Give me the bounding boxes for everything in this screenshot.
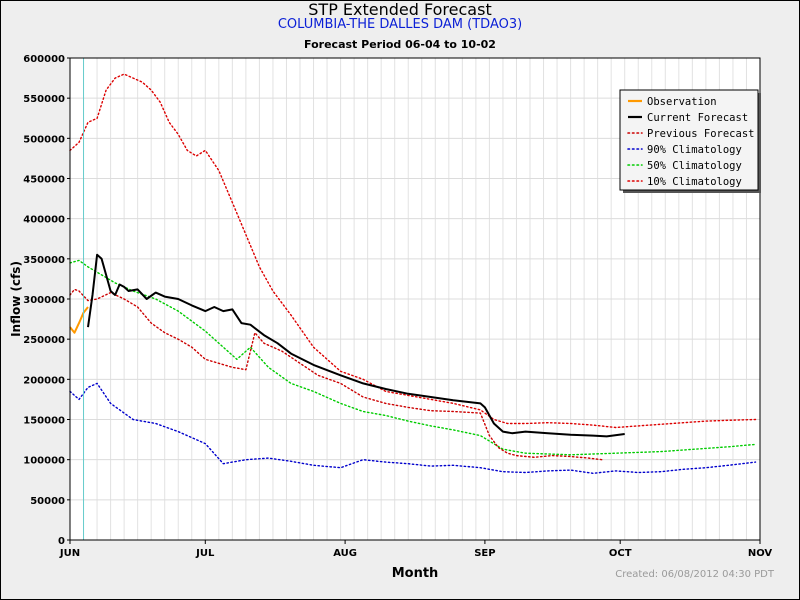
series-current-forecast	[87, 253, 625, 438]
x-tick-label: OCT	[609, 548, 632, 559]
y-tick-label: 300000	[23, 295, 65, 306]
legend-label: 50% Climatology	[647, 160, 742, 172]
legend-box	[619, 89, 759, 191]
x-tick-label: JUL	[195, 548, 215, 559]
series-50-climatology	[69, 259, 757, 456]
series-previous-forecast	[69, 288, 603, 461]
y-tick-label: 500000	[23, 134, 65, 145]
y-tick-label: 450000	[23, 175, 65, 186]
legend-label: 10% Climatology	[647, 176, 742, 188]
legend-label: 90% Climatology	[647, 144, 742, 156]
legend-label: Current Forecast	[647, 112, 748, 124]
y-tick-label: 250000	[23, 335, 65, 346]
series-10-climatology	[69, 73, 757, 429]
y-tick-label: 150000	[23, 416, 65, 427]
series-observation	[69, 306, 89, 334]
legend-label: Observation	[647, 96, 717, 108]
y-tick-label: 600000	[23, 54, 65, 65]
y-axis-label: Inflow (cfs)	[9, 261, 23, 337]
y-tick-label: 100000	[23, 456, 65, 467]
y-tick-label: 550000	[23, 94, 65, 105]
x-tick-label: SEP	[474, 548, 495, 559]
y-tick-label: 350000	[23, 255, 65, 266]
x-tick-label: JUN	[59, 548, 80, 559]
x-tick-label: AUG	[333, 548, 357, 559]
x-axis-ticks: JUN JUL AUG SEP OCT NOV	[59, 540, 773, 559]
x-tick-label: NOV	[748, 548, 773, 559]
chart-title: STP Extended Forecast	[308, 0, 492, 19]
y-tick-label: 400000	[23, 215, 65, 226]
plot-border	[69, 57, 761, 541]
x-axis-label: Month	[392, 566, 439, 581]
y-tick-label: 200000	[23, 375, 65, 386]
legend-label: Previous Forecast	[647, 128, 754, 140]
y-tick-label: 50000	[30, 496, 65, 507]
chart-subtitle: COLUMBIA-THE DALLES DAM (TDAO3)	[277, 17, 523, 32]
legend: Observation Current Forecast Previous Fore…	[619, 89, 761, 193]
series-90-climatology	[69, 382, 757, 474]
y-axis-ticks: 0 50000 100000 150000 200000 250000 300000 3500…	[23, 54, 70, 547]
created-timestamp: Created: 06/08/2012 04:30 PDT	[615, 569, 774, 580]
series-layer	[69, 73, 757, 474]
forecast-period: Forecast Period 06-04 to 10-02	[304, 38, 496, 51]
y-tick-label: 0	[58, 536, 65, 547]
